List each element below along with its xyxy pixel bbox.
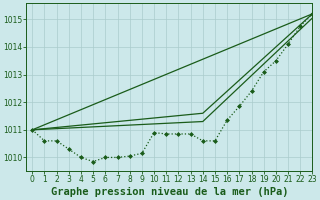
X-axis label: Graphe pression niveau de la mer (hPa): Graphe pression niveau de la mer (hPa) xyxy=(51,187,288,197)
